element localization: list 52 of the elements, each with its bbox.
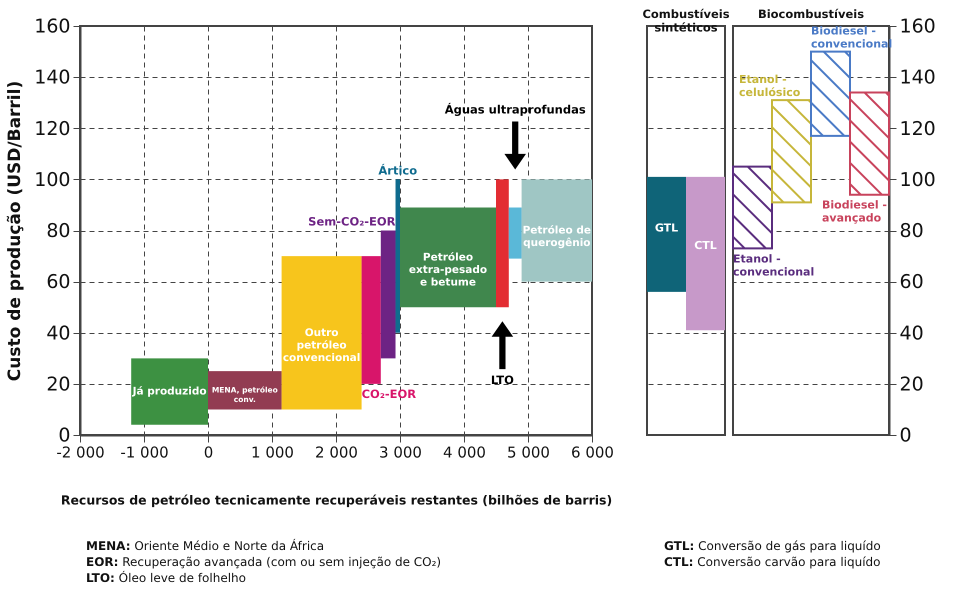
y-tick-label: 100 — [900, 168, 936, 191]
x-tick-label: 0 — [204, 444, 214, 462]
annotation: Petróleo extra-pesado e betume — [408, 251, 488, 288]
annotation: Águas ultraprofundas — [444, 102, 586, 116]
y-tick-label: 160 — [900, 16, 936, 38]
text: GTL: Conversão de gás para liquído — [664, 538, 881, 554]
y-tick-label: 60 — [900, 271, 924, 294]
bar — [810, 50, 851, 137]
y-tick-label: 60 — [46, 271, 70, 294]
y-tick-label: 120 — [34, 118, 70, 140]
y-tick-label: 0 — [900, 424, 912, 446]
y-tick-label: 0 — [58, 424, 70, 446]
y-tick-label: 40 — [900, 322, 924, 344]
x-tick-label: 5 000 — [507, 444, 550, 462]
y-tick-label: 80 — [46, 220, 70, 242]
y-tick-label: 160 — [34, 16, 70, 38]
annotation: GTL — [654, 222, 678, 235]
text: LTO: Óleo leve de folhelho — [86, 570, 247, 586]
y-tick-label: 140 — [900, 66, 936, 89]
annotation: Sem-CO₂-EOR — [308, 214, 396, 228]
x-tick-label: 1 000 — [251, 444, 294, 462]
y-tick-label: 80 — [900, 220, 924, 242]
x-tick-label: -1 000 — [120, 444, 169, 462]
x-tick-label: 4 000 — [443, 444, 486, 462]
text: CTL: Conversão carvão para liquído — [664, 554, 881, 570]
chart-title: Biocombustíveis — [758, 7, 864, 21]
annotation: Já produzido — [132, 386, 207, 398]
y-axis-title: Custo de produção (USD/Barril) — [5, 80, 26, 382]
bar — [771, 99, 812, 204]
x-tick-label: 3 000 — [379, 444, 422, 462]
annotation: Ártico — [378, 163, 418, 178]
annotation: Etanol - celulósico — [739, 73, 801, 100]
annotation: CO₂-EOR — [362, 386, 416, 401]
text: MENA: Oriente Médio e Norte da África — [86, 538, 326, 554]
y-tick-label: 100 — [34, 168, 70, 191]
text: EOR: Recuperação avançada (com ou sem injeção de CO₂) — [86, 554, 442, 570]
y-tick-label: 20 — [900, 373, 924, 396]
annotation: Biodiesel - avançado — [822, 198, 887, 225]
bar — [849, 91, 890, 196]
y-tick-label: 120 — [900, 118, 936, 140]
x-tick-label: 6 000 — [571, 444, 614, 462]
y-tick-label: 20 — [46, 373, 70, 396]
x-axis-title: Recursos de petróleo tecnicamente recuperáveis restantes (bilhões de barris) — [60, 492, 612, 508]
bar — [732, 166, 773, 250]
y-tick-label: 40 — [46, 322, 70, 344]
y-tick-label: 140 — [34, 66, 70, 89]
annotation: LTO — [490, 373, 514, 388]
x-tick-label: -2 000 — [56, 444, 105, 462]
annotation: CTL — [694, 238, 717, 252]
annotation: Petróleo de querogênio — [522, 224, 592, 249]
annotation: Outro petróleo convencional — [282, 326, 360, 364]
x-tick-label: 2 000 — [315, 444, 358, 462]
